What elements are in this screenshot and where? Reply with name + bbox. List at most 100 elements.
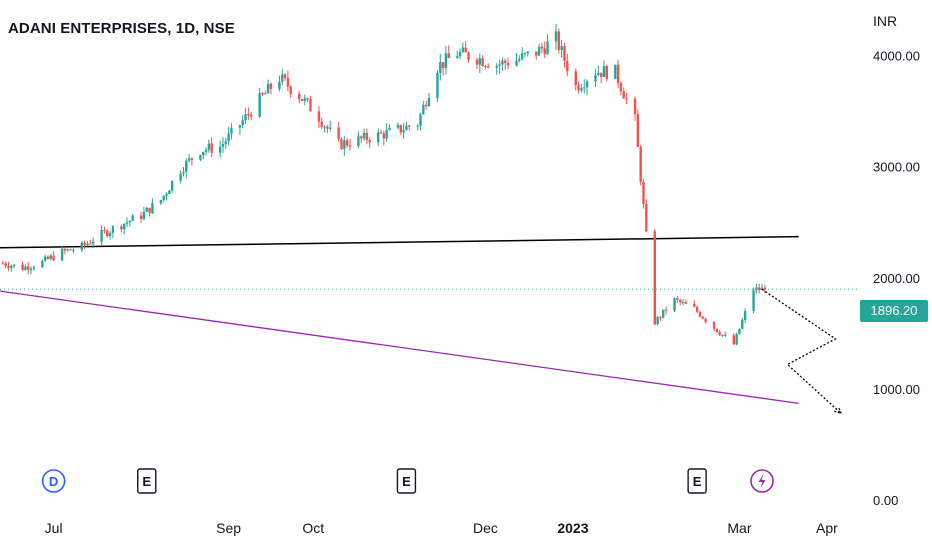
candle-body xyxy=(599,72,603,77)
x-tick-label: Sep xyxy=(216,520,241,536)
candle-body xyxy=(12,264,16,266)
candle-body xyxy=(557,31,561,51)
candle-body xyxy=(735,334,738,345)
support-trendline[interactable] xyxy=(0,290,799,404)
last-price-badge: 1896.20 xyxy=(860,300,928,322)
candle-body xyxy=(585,81,589,88)
candle-body xyxy=(343,140,346,149)
time-axis[interactable]: Jul Sep Oct Dec 2023 Mar Apr xyxy=(45,520,839,536)
candle-body xyxy=(563,46,566,61)
candle-body xyxy=(673,298,676,311)
x-tick-label: Oct xyxy=(302,520,324,536)
candle-body xyxy=(614,64,617,79)
dividend-event-marker[interactable]: D xyxy=(41,469,66,493)
candle-body xyxy=(625,98,628,100)
candle-body xyxy=(515,60,518,66)
candle-body xyxy=(230,127,233,134)
candle-body xyxy=(580,88,583,91)
candle-body xyxy=(179,173,182,181)
candle-body xyxy=(368,140,371,143)
candle-body xyxy=(120,226,123,230)
candle-body xyxy=(221,144,225,147)
candle-body xyxy=(348,145,352,147)
candle-body xyxy=(66,249,69,251)
candle-body xyxy=(86,243,89,245)
split-event-marker[interactable] xyxy=(750,469,774,493)
candle-body xyxy=(385,129,388,139)
candle-body xyxy=(546,41,549,55)
trendline-layer xyxy=(0,235,858,404)
candle-body xyxy=(379,132,383,134)
earnings-label: E xyxy=(693,474,702,489)
candle-body xyxy=(249,114,253,117)
candle-body xyxy=(619,83,623,92)
candle-body xyxy=(419,114,422,126)
candle-body xyxy=(540,46,544,49)
candle-body xyxy=(32,267,36,269)
candle-body xyxy=(447,53,450,58)
earnings-label: E xyxy=(142,474,151,489)
candle-body xyxy=(224,141,227,145)
candle-body xyxy=(10,265,13,269)
candle-body xyxy=(340,138,343,149)
candle-body xyxy=(760,287,764,291)
candle-body xyxy=(27,266,30,270)
candle-body xyxy=(583,87,586,89)
candle-body xyxy=(763,287,767,290)
candle-body xyxy=(695,306,699,312)
earnings-event-marker[interactable]: E xyxy=(137,468,157,494)
earnings-event-marker[interactable]: E xyxy=(396,468,417,494)
candle-body xyxy=(424,104,428,107)
candle-body xyxy=(145,207,148,212)
candle-body xyxy=(72,249,75,251)
candle-body xyxy=(142,211,146,219)
candle-body xyxy=(283,74,287,79)
candle-body xyxy=(405,125,408,131)
candle-body xyxy=(108,232,112,237)
x-tick-label: 2023 xyxy=(557,520,588,536)
candle-body xyxy=(656,317,659,325)
candle-body xyxy=(165,194,168,196)
candle-body xyxy=(501,60,504,65)
candle-body xyxy=(715,328,719,333)
candle-body xyxy=(360,136,363,139)
candle-body xyxy=(303,98,307,101)
candle-body xyxy=(281,74,284,82)
candle-body xyxy=(187,158,191,161)
candle-body xyxy=(738,328,741,335)
candle-body xyxy=(323,126,326,128)
candle-body xyxy=(210,143,213,153)
candle-body xyxy=(752,290,755,312)
candle-body xyxy=(309,99,312,112)
candle-body xyxy=(484,66,487,68)
candle-body xyxy=(306,98,309,100)
price-axis[interactable]: 0.00 1000.00 2000.00 3000.00 4000.00 xyxy=(873,49,920,508)
candle-body xyxy=(131,215,134,221)
projection-path[interactable] xyxy=(761,288,842,414)
candle-body xyxy=(467,52,470,60)
x-tick-label: Mar xyxy=(727,520,751,536)
candle-body xyxy=(320,121,323,127)
resistance-trendline[interactable] xyxy=(0,235,799,249)
earnings-event-marker[interactable]: E xyxy=(687,468,707,494)
candle-body xyxy=(41,260,44,268)
candle-body xyxy=(83,242,86,245)
candle-body xyxy=(436,72,439,99)
candle-body xyxy=(89,243,92,245)
candle-body xyxy=(662,309,665,318)
candle-body xyxy=(464,47,467,53)
candle-body xyxy=(755,287,758,291)
candle-body xyxy=(560,46,563,51)
candle-body xyxy=(422,104,425,115)
candle-body xyxy=(261,93,264,95)
candle-body xyxy=(168,190,171,195)
candle-body xyxy=(300,99,304,101)
candle-body xyxy=(247,114,250,116)
candle-body xyxy=(537,46,541,56)
candle-body xyxy=(616,64,620,84)
candle-body xyxy=(151,203,154,214)
candle-body xyxy=(676,298,679,300)
candle-body xyxy=(704,318,707,322)
candle-body xyxy=(684,302,688,304)
